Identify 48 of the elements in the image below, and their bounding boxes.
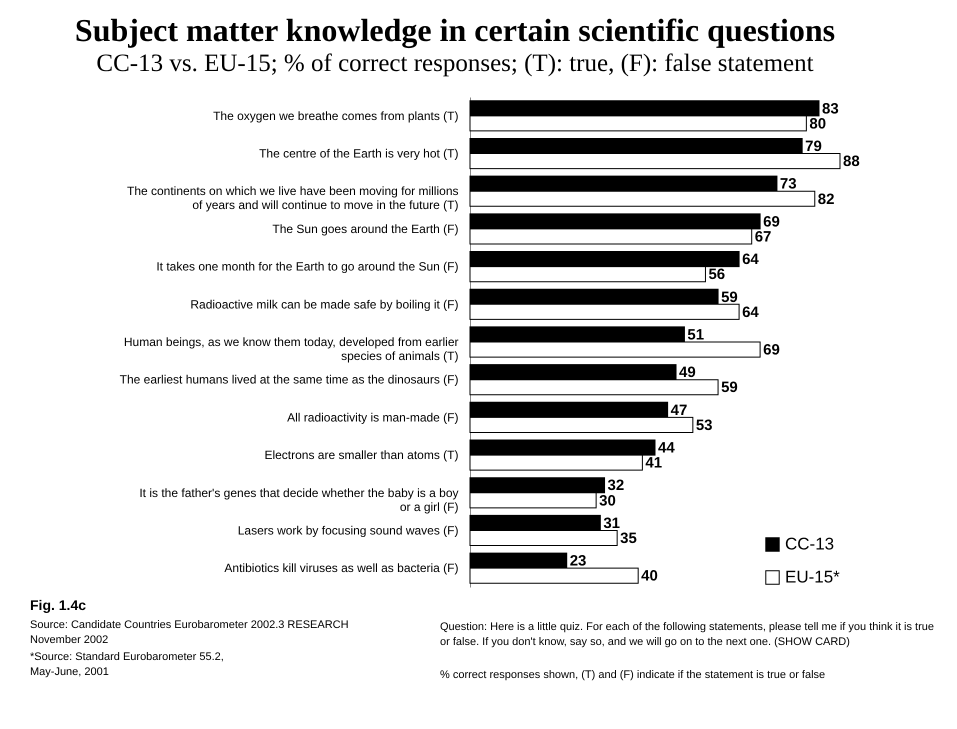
data-label: 83	[822, 100, 839, 118]
data-label: 67	[754, 228, 772, 246]
y-tick-label: The oxygen we breathe comes from plants (T)	[213, 108, 459, 123]
data-label: 35	[620, 530, 637, 547]
source-note: Source: Candidate Countries Eurobarometer 2002.3 RESEARCH November 2002	[30, 619, 349, 646]
text: % correct responses shown, (T) and (F) indicate if the statement is true or false	[440, 669, 826, 681]
y-tick-label: The Sun goes around the Earth (F)	[272, 222, 458, 236]
y-tick-label: Human beings, as we know them today, developed from earlier species of animals (T)	[124, 335, 458, 363]
data-label: 32	[608, 477, 624, 494]
data-label: 64	[742, 251, 760, 268]
legend-label: EU-15*	[785, 568, 840, 586]
data-label: 47	[670, 402, 688, 419]
data-label: 59	[721, 288, 738, 306]
data-label: 40	[641, 568, 658, 585]
chart-subtitle: CC-13 vs. EU-15; % of correct responses; (T): true, (F): false statement	[96, 50, 814, 77]
y-tick-label: The earliest humans lived at the same time as the dinosaurs (F)	[120, 372, 458, 387]
y-tick-label: The centre of the Earth is very hot (T)	[259, 146, 458, 161]
data-label: 69	[763, 213, 780, 230]
text: Question: Here is a little quiz. For each of the following statements, please tell me if you think it is true or false. If you don't know, say so, and we will go on to the next one. (SHOW CARD)	[440, 621, 934, 648]
data-label: 31	[603, 514, 620, 532]
data-label: 53	[696, 416, 713, 434]
y-tick-label: The continents on which we live have been moving for millions of years and will continue to move in the future (T)	[126, 184, 458, 212]
data-label: 23	[570, 552, 586, 570]
data-label: 69	[763, 342, 780, 359]
data-label: 56	[708, 266, 726, 284]
y-tick-label: All radioactivity is man-made (F)	[287, 410, 459, 424]
data-label: 59	[721, 379, 738, 396]
y-tick-label: It takes one month for the Earth to go around the Sun (F)	[156, 260, 458, 274]
data-label: 49	[679, 364, 696, 382]
data-label: 79	[805, 138, 822, 155]
data-label: 80	[809, 115, 826, 132]
data-label: 88	[843, 153, 860, 170]
data-label: 44	[658, 440, 676, 457]
data-label: 41	[645, 454, 662, 472]
y-tick-label: Radioactive milk can be made safe by boiling it (F)	[190, 297, 458, 312]
data-label: 51	[687, 326, 704, 344]
chart-title: Subject matter knowledge in certain scientific questions	[74, 12, 836, 49]
data-label: 73	[780, 176, 797, 193]
data-label: 30	[599, 492, 616, 510]
legend-label: CC-13	[785, 534, 834, 554]
y-tick-label: Antibiotics kill viruses as well as bacteria (F)	[224, 561, 458, 576]
text: *Source: Standard Eurobarometer 55.2, May-June, 2001	[30, 651, 224, 678]
caption: Fig. 1.4c	[30, 597, 86, 613]
data-label: 64	[742, 304, 760, 321]
y-tick-label: It is the father's genes that decide whether the baby is a boy or a girl (F)	[139, 486, 458, 514]
data-label: 82	[818, 190, 834, 208]
y-tick-label: Lasers work by focusing sound waves (F)	[238, 523, 458, 538]
y-tick-label: Electrons are smaller than atoms (T)	[264, 448, 459, 462]
